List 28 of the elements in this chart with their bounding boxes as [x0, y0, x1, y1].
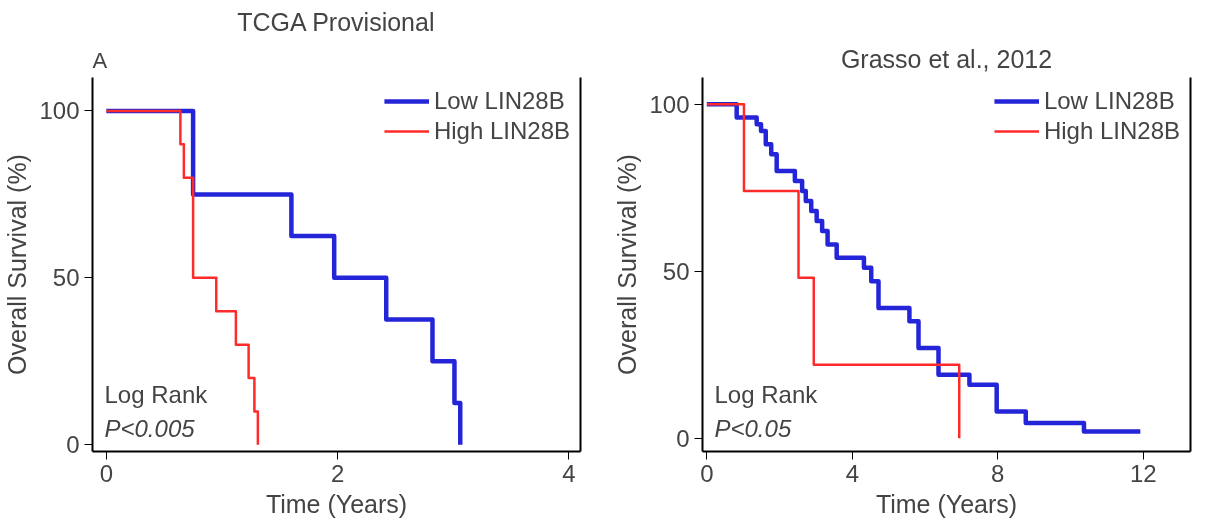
x-tick-label: 12 — [1129, 459, 1157, 487]
text: A — [92, 47, 108, 73]
chart-title: TCGA Provisional — [237, 7, 435, 36]
annotation: Log Rank — [714, 380, 819, 408]
y-tick-label: 100 — [39, 97, 80, 125]
x-tick-label: 2 — [330, 459, 345, 487]
x-tick-label: 4 — [562, 459, 576, 487]
y-tick-label: 50 — [662, 257, 690, 285]
y-axis-title: Overall Survival (%) — [613, 154, 642, 375]
y-tick-label: 50 — [52, 264, 80, 292]
chart-title: Grasso et al., 2012 — [840, 44, 1053, 73]
y-tick-label: 0 — [66, 431, 80, 459]
legend-label: Low LIN28B — [1043, 87, 1175, 115]
y-tick-label: 0 — [676, 424, 690, 452]
x-axis-title: Time (Years) — [265, 489, 408, 518]
legend-label: High LIN28B — [1043, 117, 1180, 145]
legend-label: Low LIN28B — [433, 87, 565, 115]
x-tick-label: 8 — [991, 459, 1005, 487]
annotation: Log Rank — [104, 380, 209, 408]
x-tick-label: 0 — [99, 459, 114, 487]
annotation: P<0.05 — [714, 414, 792, 442]
x-tick-label: 0 — [700, 459, 714, 487]
y-tick-label: 100 — [649, 90, 690, 118]
y-axis-title: Overall Survival (%) — [3, 154, 32, 375]
x-axis-title: Time (Years) — [875, 489, 1018, 518]
legend-label: High LIN28B — [433, 117, 570, 145]
x-tick-label: 4 — [845, 459, 859, 487]
annotation: P<0.005 — [104, 414, 196, 442]
